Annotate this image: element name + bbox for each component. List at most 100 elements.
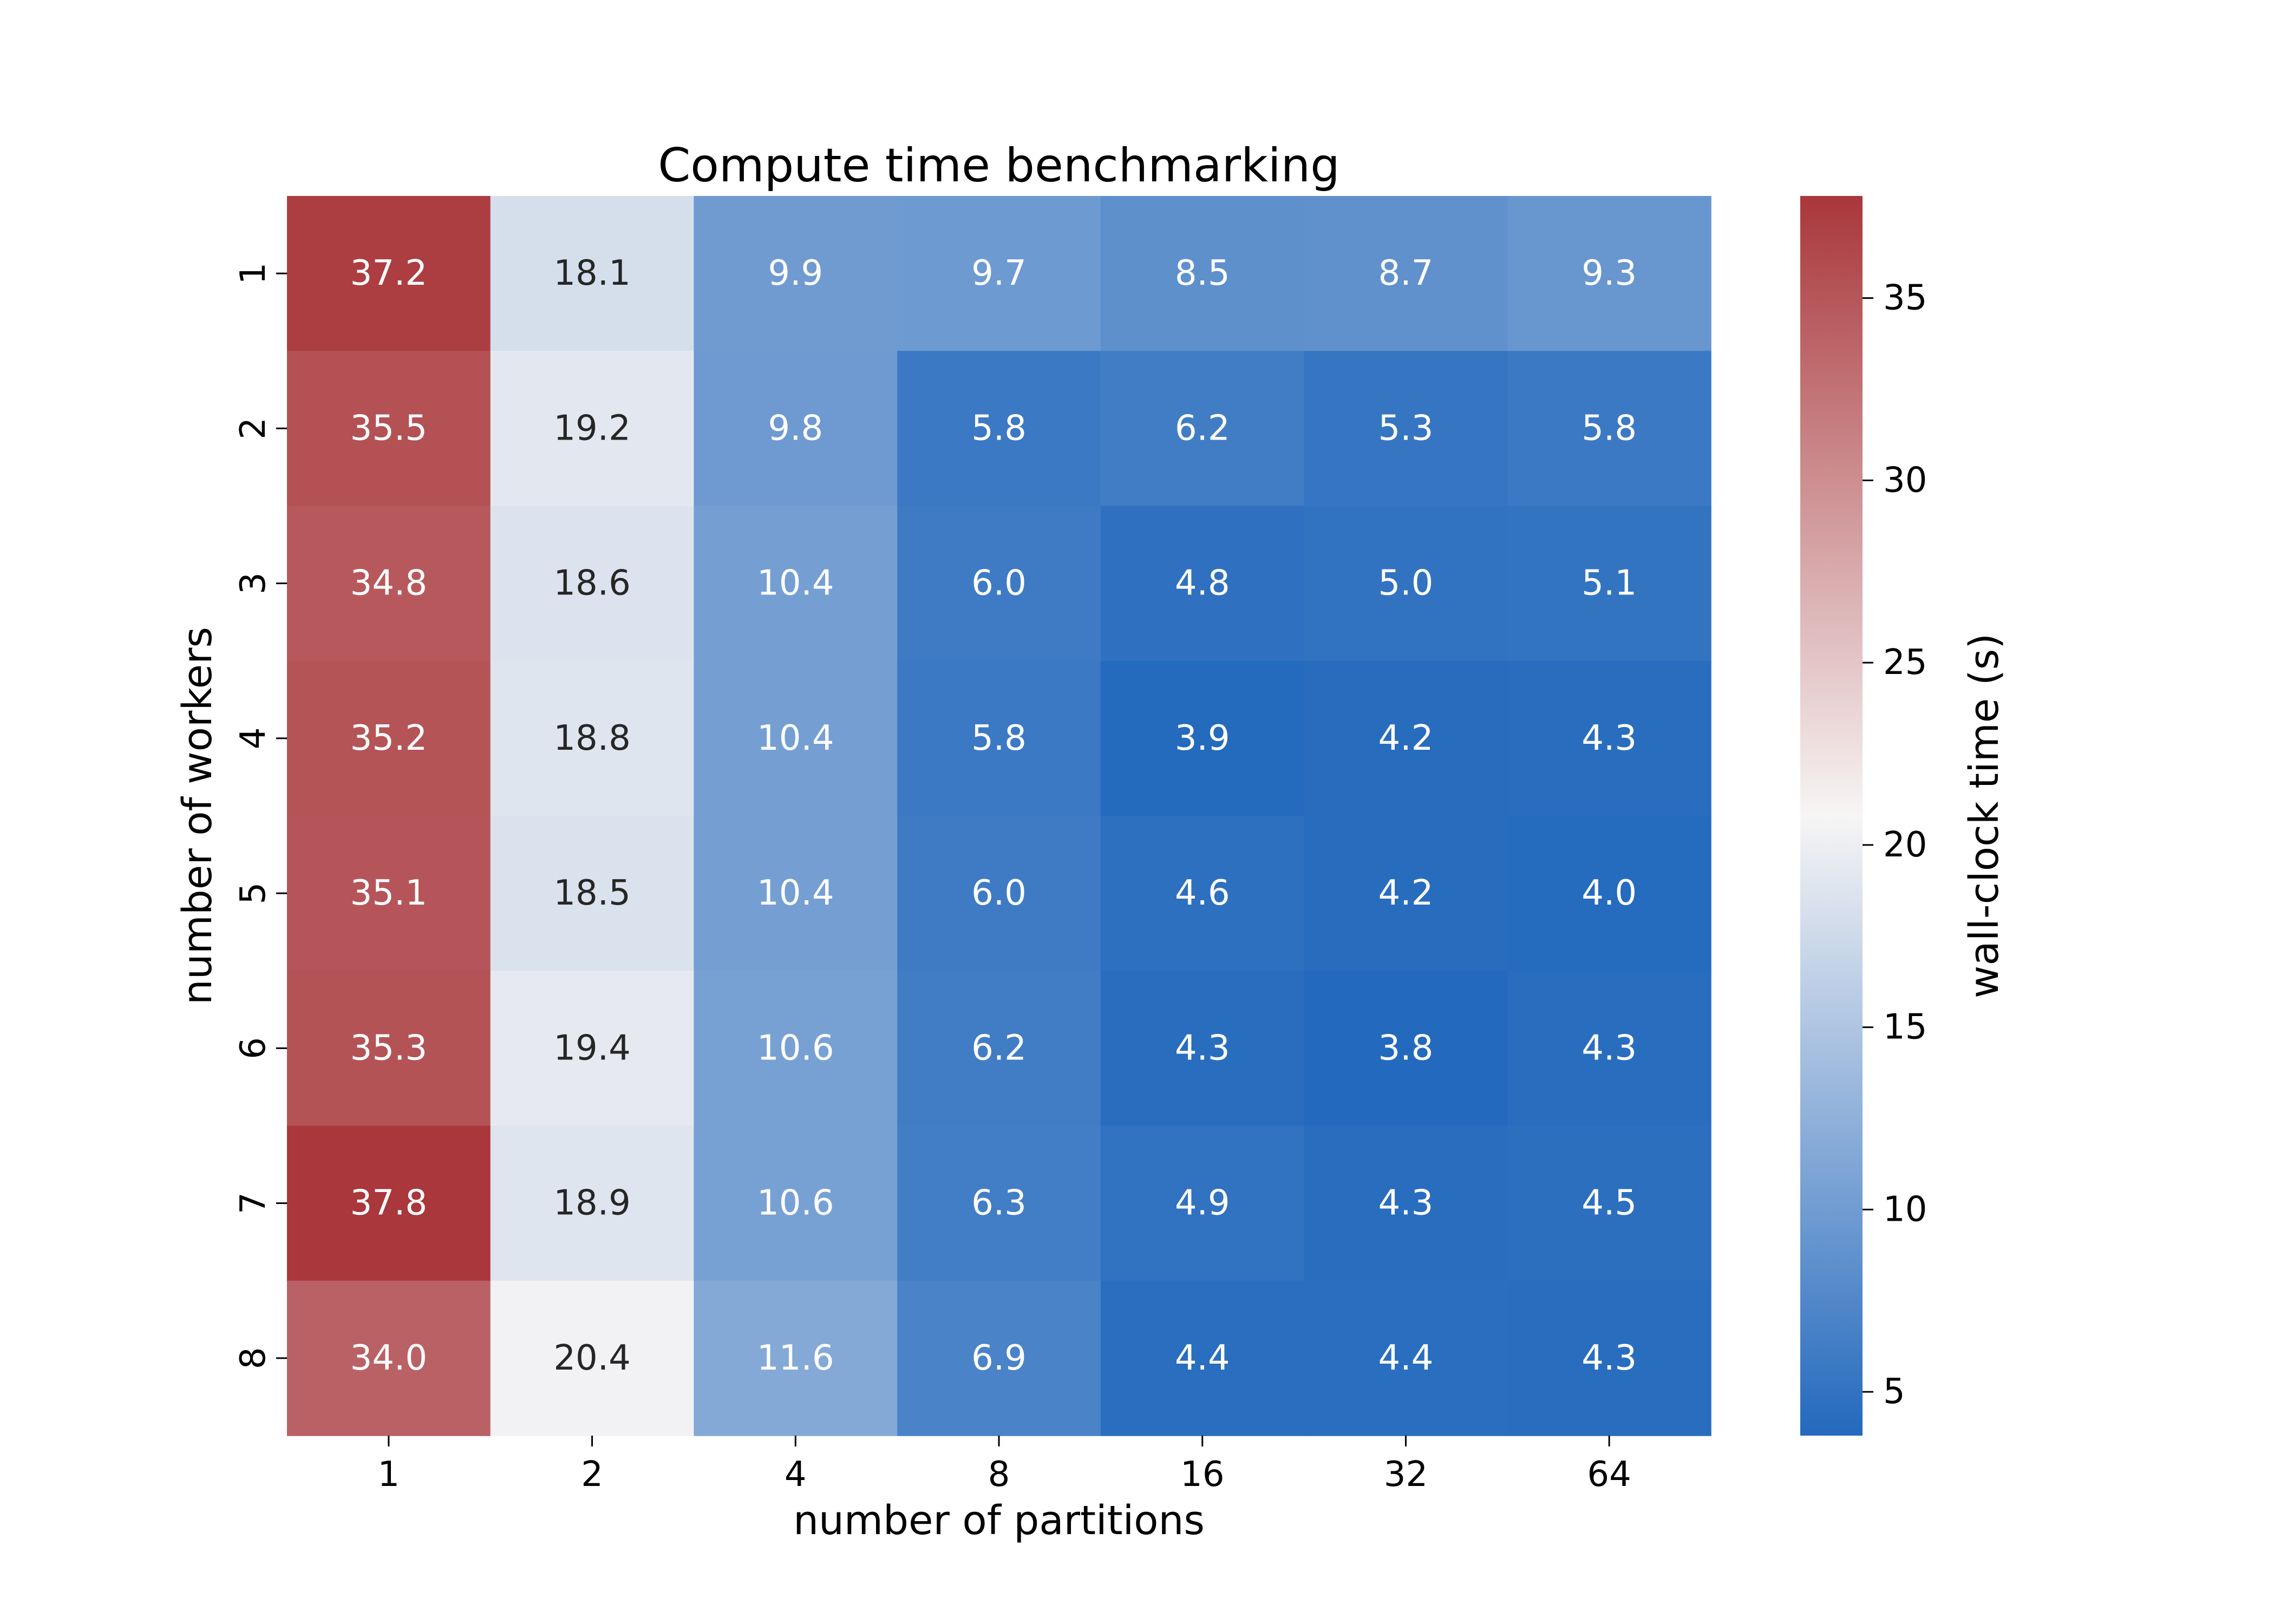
heatmap-cell bbox=[287, 1280, 491, 1436]
y-tick-label: 8 bbox=[233, 1347, 273, 1370]
heatmap-cell bbox=[694, 196, 898, 352]
cell-value-label: 4.5 bbox=[1582, 1183, 1637, 1223]
cell-value-label: 19.4 bbox=[553, 1028, 631, 1068]
heatmap-cell bbox=[1304, 196, 1508, 352]
heatmap-cell bbox=[694, 1280, 898, 1436]
heatmap-cell bbox=[1100, 660, 1305, 816]
heatmap-cell bbox=[490, 1280, 695, 1436]
x-tick-label: 2 bbox=[581, 1455, 603, 1495]
cell-value-label: 5.8 bbox=[971, 718, 1027, 758]
cell-value-label: 37.2 bbox=[350, 253, 428, 293]
heatmap-cell bbox=[1304, 351, 1508, 507]
y-tick-label: 7 bbox=[233, 1192, 273, 1214]
y-tick-label: 1 bbox=[233, 263, 273, 285]
x-tick-label: 8 bbox=[988, 1455, 1010, 1495]
cell-value-label: 4.3 bbox=[1582, 1028, 1637, 1068]
heatmap-cell bbox=[1100, 816, 1305, 972]
heatmap-cell bbox=[694, 351, 898, 507]
heatmap-cell bbox=[897, 660, 1101, 816]
heatmap-cell bbox=[1507, 816, 1711, 972]
heatmap-cell bbox=[1304, 816, 1508, 972]
cell-value-label: 4.0 bbox=[1582, 873, 1637, 913]
heatmap-cell bbox=[1100, 506, 1305, 662]
cell-value-label: 6.0 bbox=[971, 564, 1027, 604]
heatmap-cell bbox=[1100, 351, 1305, 507]
cell-value-label: 6.9 bbox=[971, 1338, 1027, 1378]
cell-value-label: 5.1 bbox=[1582, 564, 1637, 604]
colorbar-tick-label: 20 bbox=[1883, 825, 1927, 865]
cell-value-label: 4.4 bbox=[1378, 1338, 1434, 1378]
cell-value-label: 18.8 bbox=[553, 718, 631, 758]
chart-title: Compute time benchmarking bbox=[658, 139, 1340, 193]
heatmap-cell bbox=[490, 971, 695, 1127]
heatmap-cell bbox=[897, 351, 1101, 507]
cell-value-label: 10.4 bbox=[757, 564, 834, 604]
cell-value-label: 35.1 bbox=[350, 873, 428, 913]
cell-value-label: 4.2 bbox=[1378, 873, 1434, 913]
cell-value-label: 10.6 bbox=[757, 1183, 834, 1223]
cell-value-label: 4.9 bbox=[1175, 1183, 1230, 1223]
heatmap-cell bbox=[897, 196, 1101, 352]
heatmap-cell bbox=[490, 196, 695, 352]
cell-value-label: 5.3 bbox=[1378, 408, 1434, 448]
cell-value-label: 5.8 bbox=[1582, 408, 1637, 448]
heatmap-cell bbox=[490, 816, 695, 972]
cell-value-label: 9.3 bbox=[1582, 253, 1637, 293]
heatmap-cell bbox=[1304, 971, 1508, 1127]
cell-value-label: 4.4 bbox=[1175, 1338, 1230, 1378]
y-tick-label: 6 bbox=[233, 1037, 273, 1059]
cell-value-label: 34.0 bbox=[350, 1338, 428, 1378]
cell-value-label: 5.8 bbox=[971, 408, 1027, 448]
heatmap-cell bbox=[1507, 196, 1711, 352]
x-tick-label: 1 bbox=[377, 1455, 400, 1495]
cell-value-label: 10.6 bbox=[757, 1028, 834, 1068]
x-tick-label: 4 bbox=[785, 1455, 807, 1495]
heatmap-cell bbox=[694, 660, 898, 816]
cell-value-label: 9.8 bbox=[768, 408, 823, 448]
cell-value-label: 9.7 bbox=[971, 253, 1027, 293]
cell-value-label: 6.3 bbox=[971, 1183, 1027, 1223]
heatmap-cell bbox=[287, 660, 491, 816]
colorbar-tick-label: 10 bbox=[1883, 1189, 1927, 1229]
heatmap-cell bbox=[694, 1125, 898, 1281]
heatmap-cell bbox=[287, 506, 491, 662]
cell-value-label: 6.0 bbox=[971, 873, 1027, 913]
cell-value-label: 5.0 bbox=[1378, 564, 1434, 604]
cell-value-label: 18.6 bbox=[553, 564, 631, 604]
colorbar-tick-label: 5 bbox=[1883, 1372, 1905, 1412]
heatmap-cell bbox=[1507, 1125, 1711, 1281]
cell-value-label: 4.3 bbox=[1582, 718, 1637, 758]
cell-value-label: 35.3 bbox=[350, 1028, 428, 1068]
heatmap-cell bbox=[287, 1125, 491, 1281]
colorbar-tick-label: 35 bbox=[1883, 278, 1927, 318]
heatmap-cell bbox=[287, 196, 491, 352]
heatmap-cell bbox=[1100, 971, 1305, 1127]
y-axis: 1 2 3 4 5 6 7 8 bbox=[233, 263, 287, 1369]
heatmap-cell bbox=[694, 971, 898, 1127]
heatmap-cell bbox=[490, 1125, 695, 1281]
cell-value-label: 4.6 bbox=[1175, 873, 1230, 913]
heatmap-cell bbox=[490, 351, 695, 507]
heatmap-cell-labels: 37.2 18.1 9.9 9.7 8.5 8.7 9.3 35.5 19.2 9.8 5.8 6.2… bbox=[350, 253, 1637, 1378]
heatmap-cell bbox=[694, 816, 898, 972]
y-axis-label: number of workers bbox=[174, 627, 221, 1005]
cell-value-label: 3.8 bbox=[1378, 1028, 1434, 1068]
y-tick-label: 5 bbox=[233, 882, 273, 905]
cell-value-label: 8.5 bbox=[1175, 253, 1230, 293]
heatmap-cell bbox=[1507, 1280, 1711, 1436]
cell-value-label: 35.5 bbox=[350, 408, 428, 448]
cell-value-label: 18.9 bbox=[553, 1183, 631, 1223]
cell-value-label: 20.4 bbox=[553, 1338, 631, 1378]
heatmap-cell bbox=[1304, 506, 1508, 662]
heatmap-cells bbox=[287, 196, 1711, 1436]
colorbar-gradient bbox=[1800, 196, 1863, 1436]
colorbar: 5 10 15 20 25 30 35 bbox=[1800, 196, 1927, 1436]
heatmap-cell bbox=[897, 971, 1101, 1127]
heatmap-cell bbox=[897, 816, 1101, 972]
colorbar-tick-label: 15 bbox=[1883, 1007, 1927, 1047]
heatmap-cell bbox=[897, 1280, 1101, 1436]
y-tick-label: 4 bbox=[233, 728, 273, 750]
cell-value-label: 4.8 bbox=[1175, 564, 1230, 604]
x-tick-label: 64 bbox=[1587, 1455, 1631, 1495]
